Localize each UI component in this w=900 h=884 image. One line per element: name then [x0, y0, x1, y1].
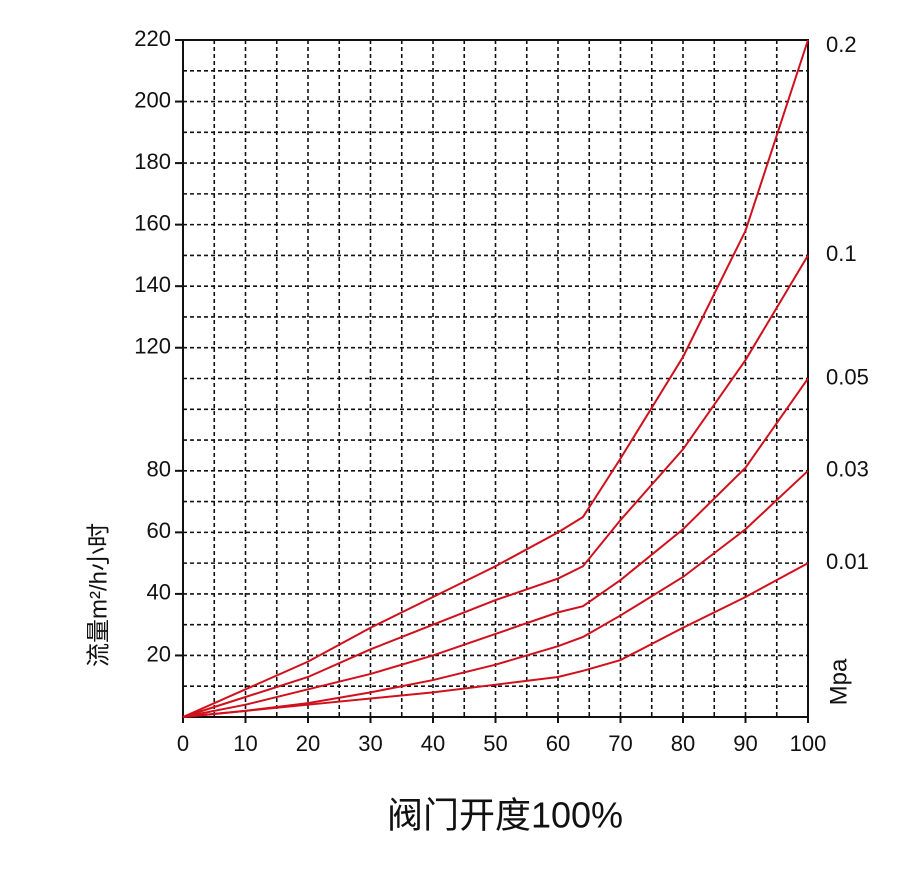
- y-tick-label: 160: [134, 210, 171, 235]
- grid: [183, 40, 808, 717]
- x-tick-label: 60: [546, 731, 570, 756]
- x-tick-label: 0: [177, 731, 189, 756]
- x-axis-label: 阀门开度100%: [387, 795, 623, 836]
- curve: [182, 562, 809, 718]
- curve: [182, 377, 809, 718]
- x-tick-label: 20: [296, 731, 320, 756]
- y-tick-label: 60: [147, 518, 171, 543]
- y-tick-label: 180: [134, 149, 171, 174]
- y-tick-label: 20: [147, 641, 171, 666]
- curve: [182, 254, 809, 718]
- curve: [182, 470, 809, 718]
- curve: [182, 39, 809, 718]
- x-tick-label: 40: [421, 731, 445, 756]
- series-label: 0.03: [826, 457, 869, 482]
- y-tick-label: 40: [147, 580, 171, 605]
- x-tick-label: 30: [358, 731, 382, 756]
- y-tick-label: 140: [134, 272, 171, 297]
- x-tick-label: 50: [483, 731, 507, 756]
- x-tick-label: 90: [733, 731, 757, 756]
- x-tick-label: 70: [608, 731, 632, 756]
- x-tick-label: 100: [790, 731, 827, 756]
- series-label: 0.01: [826, 549, 869, 574]
- x-tick-label: 80: [671, 731, 695, 756]
- x-tick-label: 10: [233, 731, 257, 756]
- series-label: 0.1: [826, 241, 857, 266]
- y-tick-label: 220: [134, 26, 171, 51]
- series-label: 0.2: [826, 32, 857, 57]
- series-label: 0.05: [826, 364, 869, 389]
- y-tick-label: 120: [134, 334, 171, 359]
- y-tick-label: 80: [147, 457, 171, 482]
- y-tick-label: 200: [134, 87, 171, 112]
- unit-label: Mpa: [825, 658, 852, 705]
- y-axis-label: 流量m²/h小时: [85, 523, 112, 667]
